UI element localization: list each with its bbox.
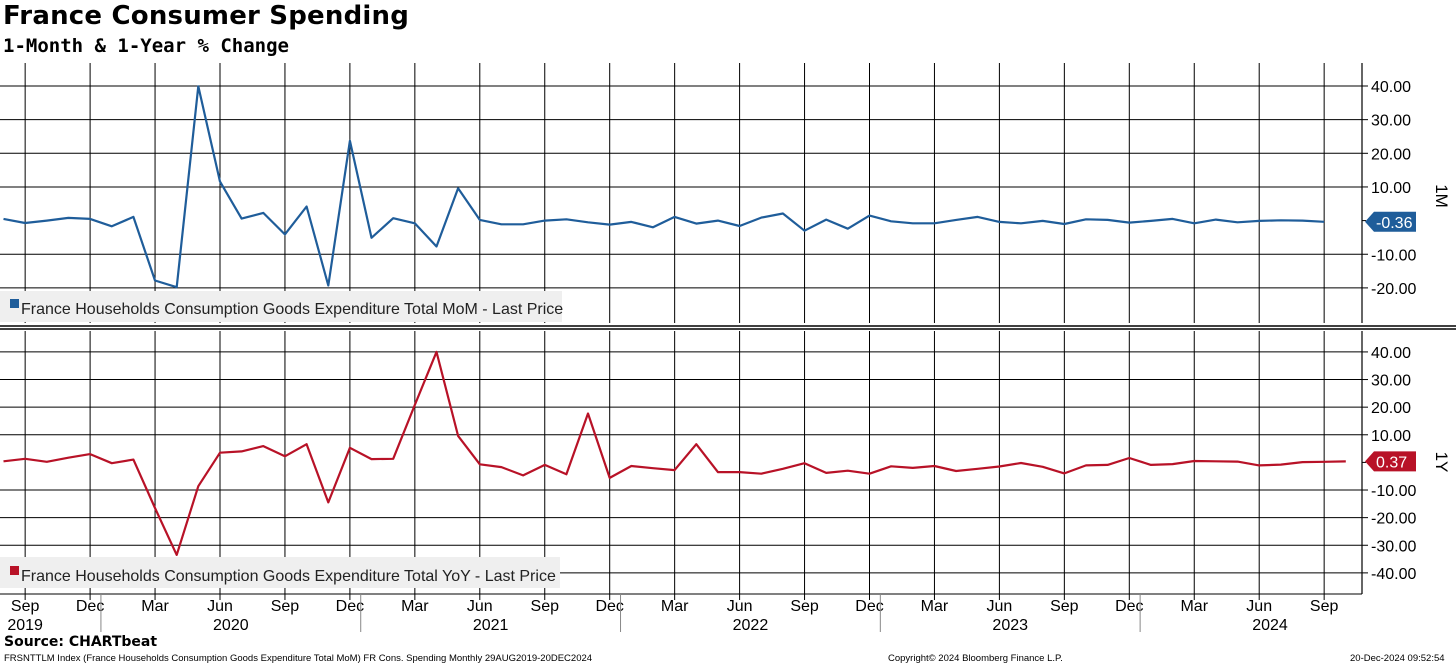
footer-ticker-info: FRSNTTLM Index (France Households Consum…: [4, 653, 593, 664]
x-year-label: 2021: [473, 617, 509, 634]
yoy-series-line: [3, 350, 1346, 557]
x-month-label: Sep: [531, 598, 560, 615]
mom-legend-box: [0, 291, 562, 322]
yoy-ytick-label: -40.00: [1371, 566, 1416, 583]
x-month-label: Sep: [11, 598, 40, 615]
mom-ytick-label: 10.00: [1371, 180, 1411, 197]
x-month-label: Jun: [207, 598, 233, 615]
x-month-label: Jun: [1246, 598, 1272, 615]
mom-ytick-label: 40.00: [1371, 79, 1411, 96]
mom-legend-label: France Households Consumption Goods Expe…: [21, 301, 563, 318]
yoy-ytick-label: -10.00: [1371, 483, 1416, 500]
footer-timestamp: 20-Dec-2024 09:52:54: [1350, 653, 1445, 664]
yoy-ytick-label: 10.00: [1371, 428, 1411, 445]
mom-ytick-label: 20.00: [1371, 146, 1411, 163]
yoy-ytick-label: 20.00: [1371, 400, 1411, 417]
x-year-label: 2022: [733, 617, 769, 634]
source-note: Source: CHARTbeat: [4, 634, 158, 650]
mom-axis-title: 1M: [1432, 184, 1451, 208]
x-year-label: 2019: [7, 617, 43, 634]
x-month-label: Dec: [595, 598, 623, 615]
x-month-label: Mar: [921, 598, 949, 615]
mom-series-line: [3, 85, 1325, 289]
x-month-label: Jun: [467, 598, 493, 615]
yoy-legend-swatch: [10, 566, 19, 575]
yoy-last-value-tag: [1365, 451, 1416, 472]
mom-ytick-label: 30.00: [1371, 113, 1411, 130]
chart-title: France Consumer Spending: [3, 1, 410, 31]
x-month-label: Sep: [1310, 598, 1339, 615]
mom-last-value-tag: [1365, 211, 1416, 232]
yoy-ytick-label: -20.00: [1371, 511, 1416, 528]
mom-legend-swatch: [10, 299, 19, 308]
chart-subtitle: 1-Month & 1-Year % Change: [3, 35, 289, 57]
yoy-axis-title: 1Y: [1432, 452, 1451, 473]
x-month-label: Mar: [1180, 598, 1208, 615]
yoy-legend-box: [0, 557, 560, 588]
x-month-label: Mar: [661, 598, 689, 615]
x-month-label: Sep: [790, 598, 819, 615]
mom-ytick-label: -10.00: [1371, 247, 1416, 264]
x-month-label: Dec: [1115, 598, 1143, 615]
x-month-label: Dec: [76, 598, 104, 615]
x-month-label: Jun: [987, 598, 1013, 615]
x-year-label: 2024: [1252, 617, 1288, 634]
x-month-label: Mar: [401, 598, 429, 615]
x-year-label: 2020: [213, 617, 249, 634]
yoy-ytick-label: 30.00: [1371, 373, 1411, 390]
x-month-label: Jun: [727, 598, 753, 615]
x-month-label: Sep: [1050, 598, 1079, 615]
yoy-last-value-label: 0.37: [1376, 454, 1407, 471]
x-month-label: Dec: [855, 598, 883, 615]
x-month-label: Mar: [141, 598, 169, 615]
yoy-legend-label: France Households Consumption Goods Expe…: [21, 568, 556, 585]
yoy-ytick-label: -30.00: [1371, 538, 1416, 555]
x-year-label: 2023: [992, 617, 1028, 634]
footer-copyright: Copyright© 2024 Bloomberg Finance L.P.: [888, 653, 1063, 664]
x-month-label: Sep: [271, 598, 300, 615]
yoy-ytick-label: 40.00: [1371, 345, 1411, 362]
x-month-label: Dec: [336, 598, 364, 615]
mom-ytick-label: -20.00: [1371, 281, 1416, 298]
mom-last-value-label: -0.36: [1376, 215, 1413, 232]
